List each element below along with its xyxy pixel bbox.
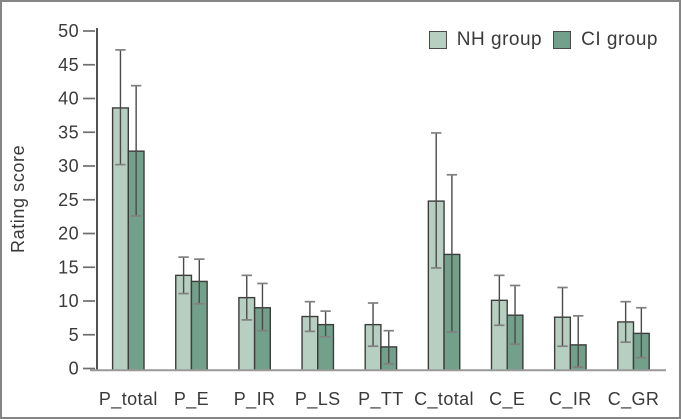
ci-group-swatch	[553, 31, 572, 49]
y-tick-label: 35	[58, 122, 79, 142]
legend-label-nh-group: NH group	[456, 29, 543, 50]
x-axis-label: P_IR	[234, 389, 276, 410]
nh-group-swatch	[428, 31, 447, 49]
legend-item-nh-group: NH group	[428, 29, 543, 51]
y-tick-label: 50	[58, 21, 79, 41]
legend-label-ci-group: CI group	[581, 29, 658, 50]
y-tick-label: 0	[69, 359, 79, 379]
x-axis-label: C_GR	[608, 389, 660, 410]
x-axis-label: P_E	[174, 389, 209, 410]
x-axis-label: C_total	[414, 389, 474, 410]
x-axis-label: P_total	[99, 389, 158, 410]
y-tick-label: 10	[58, 291, 79, 311]
y-tick-label: 25	[58, 190, 79, 210]
y-tick-label: 40	[58, 89, 79, 109]
x-axis-label: C_IR	[549, 389, 592, 410]
legend-item-ci-group: CI group	[553, 29, 658, 51]
y-tick-label: 45	[58, 55, 79, 75]
y-tick-label: 20	[58, 224, 79, 244]
y-tick-label: 30	[58, 156, 79, 176]
y-axis-title: Rating score	[8, 144, 28, 254]
x-axis-label: P_TT	[358, 389, 404, 410]
x-axis-label: C_E	[489, 389, 525, 410]
legend: NH group CI group	[428, 29, 658, 51]
y-tick-label: 15	[58, 257, 79, 277]
y-tick-label: 5	[69, 325, 79, 345]
x-axis-label: P_LS	[295, 389, 341, 410]
